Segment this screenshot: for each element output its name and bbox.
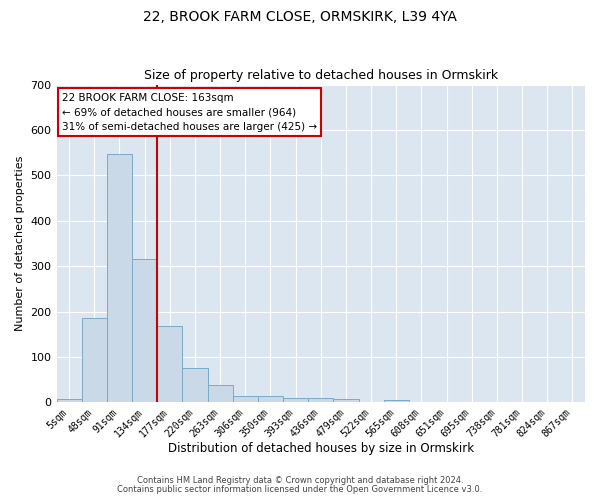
Bar [208, 385, 233, 402]
Text: Contains HM Land Registry data © Crown copyright and database right 2024.: Contains HM Land Registry data © Crown c… [137, 476, 463, 485]
Text: 22, BROOK FARM CLOSE, ORMSKIRK, L39 4YA: 22, BROOK FARM CLOSE, ORMSKIRK, L39 4YA [143, 10, 457, 24]
Text: 22 BROOK FARM CLOSE: 163sqm
← 69% of detached houses are smaller (964)
31% of se: 22 BROOK FARM CLOSE: 163sqm ← 69% of det… [62, 92, 317, 132]
Bar [182, 368, 208, 402]
Bar [258, 396, 283, 402]
Bar [56, 398, 82, 402]
Bar [233, 396, 258, 402]
Bar [82, 318, 107, 402]
Bar [132, 260, 157, 402]
Bar [157, 326, 182, 402]
Bar [283, 398, 308, 402]
Bar [383, 400, 409, 402]
Text: Contains public sector information licensed under the Open Government Licence v3: Contains public sector information licen… [118, 484, 482, 494]
X-axis label: Distribution of detached houses by size in Ormskirk: Distribution of detached houses by size … [168, 442, 474, 455]
Bar [334, 398, 359, 402]
Bar [308, 398, 334, 402]
Bar [107, 154, 132, 402]
Title: Size of property relative to detached houses in Ormskirk: Size of property relative to detached ho… [144, 69, 498, 82]
Y-axis label: Number of detached properties: Number of detached properties [15, 156, 25, 331]
